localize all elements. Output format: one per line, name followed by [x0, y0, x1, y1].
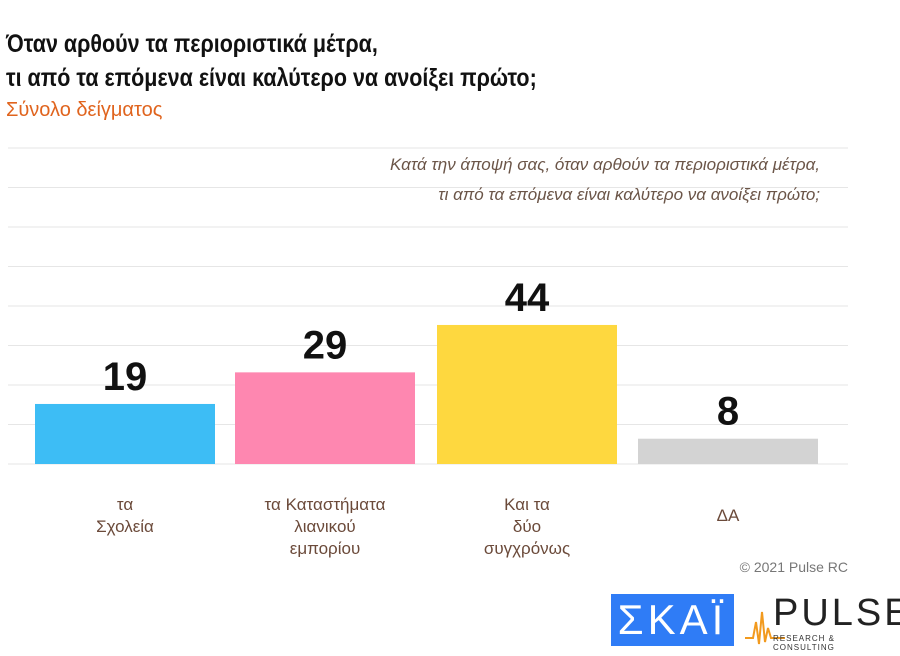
data-label: 44 [505, 276, 550, 320]
category-label: Και τα δύο συγχρόνως [427, 494, 627, 560]
category-label-line: ΔΑ [716, 506, 740, 525]
category-label-line: λιανικού [294, 517, 356, 536]
category-label: τα Καταστήματα λιανικού εμπορίου [225, 494, 425, 560]
bar [437, 324, 617, 464]
category-label-line: Σχολεία [96, 517, 154, 536]
category-label-line: εμπορίου [289, 539, 361, 558]
question-line2: τι από τα επόμενα είναι καλύτερο να ανοί… [438, 185, 820, 204]
category-label: ΔΑ [628, 505, 828, 527]
copyright: © 2021 Pulse RC [739, 559, 848, 575]
data-label: 19 [103, 355, 148, 399]
bar [35, 403, 215, 464]
bar [235, 372, 415, 464]
data-label: 29 [303, 323, 348, 367]
question-text: Κατά την άποψή σας, όταν αρθούν τα περιο… [390, 150, 820, 210]
category-label-line: συγχρόνως [483, 539, 571, 558]
bar [638, 438, 818, 464]
pulse-logo: PULSE RESEARCH & CONSULTING [745, 592, 900, 652]
chart-title-line1: Όταν αρθούν τα περιοριστικά μέτρα, [6, 30, 378, 58]
category-label-line: τα Καταστήματα [264, 495, 386, 514]
chart-title-line2: τι από τα επόμενα είναι καλύτερο να ανοί… [6, 64, 537, 92]
question-line1: Κατά την άποψή σας, όταν αρθούν τα περιο… [390, 155, 820, 174]
chart-subtitle: Σύνολο δείγματος [6, 99, 163, 121]
category-label: τα Σχολεία [25, 494, 225, 538]
category-label-line: δύο [512, 517, 542, 536]
category-label-line: τα [116, 495, 134, 514]
skai-logo: ΣΚΑΪ [611, 594, 734, 646]
category-label-line: Και τα [504, 495, 550, 514]
data-label: 8 [717, 390, 739, 434]
